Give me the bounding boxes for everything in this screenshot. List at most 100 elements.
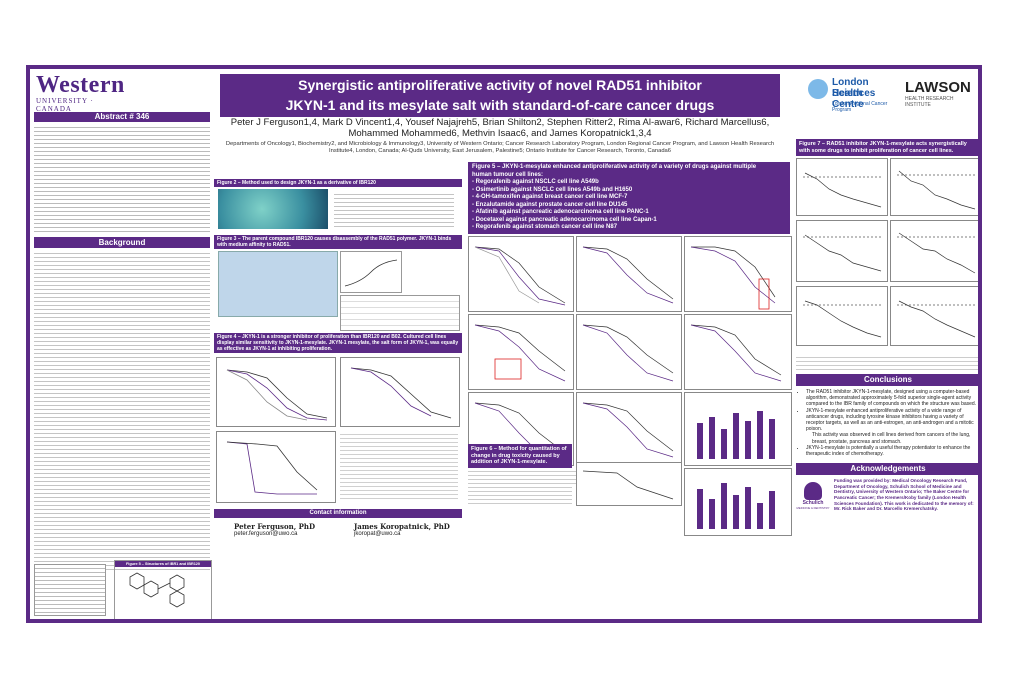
lawson-logo-sub: HEALTH RESEARCH INSTITUTE bbox=[905, 96, 954, 108]
fig6-graph bbox=[576, 462, 682, 506]
contact-2-email[interactable]: jkoropat@uwo.ca bbox=[354, 531, 401, 537]
fig4-panel-c bbox=[216, 431, 336, 503]
fig5-item-1: - Regorafenib against NSCLC cell line A5… bbox=[472, 179, 599, 185]
authors-line-1: Peter J Ferguson1,4, Mark D Vincent1,4, … bbox=[230, 117, 770, 128]
conclusion-item: The RAD51 inhibitor JKYN-1-mesylate, des… bbox=[806, 389, 978, 408]
schulich-logo-sub: MEDICINE & DENTISTRY bbox=[796, 506, 830, 511]
fig4-body bbox=[214, 355, 462, 505]
authors: Peter J Ferguson1,4, Mark D Vincent1,4, … bbox=[215, 117, 785, 139]
fig4-panel-b bbox=[340, 357, 460, 427]
poster: Western UNIVERSITY · CANADA Synergistic … bbox=[26, 65, 982, 623]
contact-1-email[interactable]: peter.ferguson@uwo.ca bbox=[234, 531, 298, 537]
fig5-panel-c bbox=[684, 235, 792, 312]
fig5-item-4: - Enzalutamide against prostate cancer c… bbox=[472, 201, 628, 208]
fig5-panel-a bbox=[468, 235, 574, 312]
conclusions-title: Conclusions bbox=[796, 374, 978, 386]
fig7-panel-3 bbox=[796, 220, 888, 282]
fig4-legend-text bbox=[340, 431, 458, 501]
lawson-logo-text: LAWSON bbox=[905, 79, 971, 96]
contact-2-name: James Koropatnick, PhD bbox=[354, 522, 450, 531]
fig3-table bbox=[340, 295, 460, 331]
conclusion-item: This activity was observed in cell lines… bbox=[812, 432, 971, 445]
fig5-item-3: - 4-OH-tamoxifen against breast cancer c… bbox=[472, 194, 628, 200]
lhsc-logo-line-1: London Health bbox=[832, 77, 869, 99]
fig5-header: Figure 5 – JKYN-1-mesylate enhanced anti… bbox=[468, 162, 790, 234]
acknowledgements-body: Schulich MEDICINE & DENTISTRY Funding wa… bbox=[796, 478, 978, 530]
lawson-logo: LAWSON HEALTH RESEARCH INSTITUTE bbox=[905, 79, 978, 108]
contact-info: Peter Ferguson, PhD peter.ferguson@uwo.c… bbox=[214, 518, 462, 548]
right-column: Figure 7 – RAD51 inhibitor JKYN-1-mesyla… bbox=[796, 139, 978, 530]
fig5-panel-i bbox=[684, 391, 792, 466]
conclusion-item: JKYN-1-mesylate is potentially a useful … bbox=[806, 445, 978, 457]
poster-title: Synergistic antiproliferative activity o… bbox=[220, 74, 780, 117]
fig3-body bbox=[214, 251, 462, 331]
fig5-item-7: - Regorafenib against stomach cancer cel… bbox=[472, 224, 618, 230]
fig7-caption bbox=[796, 354, 978, 370]
fig5-panel-e bbox=[576, 313, 682, 390]
poster-header: Western UNIVERSITY · CANADA Synergistic … bbox=[30, 69, 978, 154]
conclusions-list: The RAD51 inhibitor JKYN-1-mesylate, des… bbox=[796, 389, 978, 457]
fig3-curve bbox=[344, 259, 398, 287]
fig5-title-line-1: Figure 5 – JKYN-1-mesylate enhanced anti… bbox=[472, 164, 757, 170]
schulich-logo: Schulich MEDICINE & DENTISTRY bbox=[796, 482, 830, 526]
fig2-body bbox=[214, 189, 462, 231]
fig5-panel-j bbox=[684, 467, 792, 536]
fig5-panel-d bbox=[468, 313, 574, 390]
contact-title: Contact information bbox=[214, 509, 462, 518]
fig2-title: Figure 2 – Method used to design JKYN-1 … bbox=[214, 179, 462, 187]
fig5-panels bbox=[468, 235, 792, 576]
lhsc-logo-sub: London Regional Cancer Program bbox=[832, 101, 888, 113]
fig7-panel-5 bbox=[796, 286, 888, 346]
western-logo-text: Western bbox=[36, 72, 125, 98]
structures-drawing bbox=[129, 572, 185, 608]
fig3-title: Figure 3 – The parent compound IBR120 ca… bbox=[214, 235, 462, 249]
fig6-body bbox=[468, 468, 572, 504]
lhsc-logo-icon bbox=[808, 79, 828, 99]
conclusion-item: JKYN-1-mesylate enhanced antiproliferati… bbox=[806, 408, 978, 433]
middle-column: Figure 2 – Method used to design JKYN-1 … bbox=[214, 179, 462, 548]
fig7-panel-2 bbox=[890, 158, 978, 216]
fig5-item-2: - Osimertinib against NSCLC cell lines A… bbox=[472, 186, 633, 193]
fig4-title: Figure 4 – JKYN-1 is a stronger inhibito… bbox=[214, 333, 462, 353]
contact-1: Peter Ferguson, PhD peter.ferguson@uwo.c… bbox=[234, 522, 315, 537]
affiliations: Departments of Oncology1, Biochemistry2,… bbox=[225, 141, 775, 154]
fig7-panel-4 bbox=[890, 220, 978, 282]
title-line-1: Synergistic antiproliferative activity o… bbox=[298, 77, 702, 93]
fig5-item-6: - Docetaxel against pancreatic adenocarc… bbox=[472, 216, 657, 223]
fig5-panel-b bbox=[576, 235, 682, 312]
contact-2: James Koropatnick, PhD jkoropat@uwo.ca bbox=[354, 522, 450, 537]
fig5-panel-f bbox=[684, 313, 792, 390]
fig5-panel-h bbox=[576, 391, 682, 466]
abstract-title: Abstract # 346 bbox=[34, 112, 210, 122]
fig6-title: Figure 6 – Method for quantitation of ch… bbox=[468, 444, 572, 468]
abstract-body bbox=[34, 124, 210, 234]
left-column: Abstract # 346 Background Figure 5 – Str… bbox=[34, 112, 212, 619]
fig7-panel-6 bbox=[890, 286, 978, 346]
lhsc-logo-line-2: Sciences Centre bbox=[832, 88, 876, 110]
contact-1-name: Peter Ferguson, PhD bbox=[234, 522, 316, 531]
fig5-title-line-2: human tumour cell lines: bbox=[472, 171, 544, 178]
title-line-2: JKYN-1 and its mesylate salt with standa… bbox=[285, 97, 715, 113]
fig4-panel-a bbox=[216, 357, 336, 427]
fig7-title: Figure 7 – RAD51 inhibitor JKYN-1-mesyla… bbox=[796, 139, 978, 156]
fig3-graph bbox=[340, 251, 402, 293]
background-title: Background bbox=[34, 237, 210, 248]
fig5-column: Figure 5 – JKYN-1-mesylate enhanced anti… bbox=[468, 162, 792, 576]
abbreviations-box bbox=[34, 564, 106, 616]
fig7-panel-1 bbox=[796, 158, 888, 216]
acknowledgements-text: Funding was provided by: Medical Oncolog… bbox=[834, 478, 974, 512]
structures-figure: Figure 5 – Structures of IBR1 and IBR120 bbox=[114, 560, 212, 619]
fig7-panels bbox=[796, 158, 978, 354]
schulich-logo-text: Schulich bbox=[802, 500, 824, 507]
acknowledgements-title: Acknowledgements bbox=[796, 463, 978, 476]
rad51-polymer-image bbox=[218, 251, 338, 317]
protein-image bbox=[218, 189, 328, 229]
lhsc-logo: London Health Sciences Centre London Reg… bbox=[808, 77, 900, 127]
western-logo-sub: UNIVERSITY · CANADA bbox=[36, 97, 94, 113]
schulich-logo-icon bbox=[804, 482, 822, 501]
authors-line-2: Mohammed Mohammed6, Methvin Isaac6, and … bbox=[348, 128, 652, 139]
fig2-text bbox=[334, 191, 454, 227]
fig5-item-5: - Afatinib against pancreatic adenocarci… bbox=[472, 209, 649, 215]
western-logo: Western UNIVERSITY · CANADA bbox=[36, 72, 128, 113]
structures-figure-title: Figure 5 – Structures of IBR1 and IBR120 bbox=[115, 561, 211, 567]
